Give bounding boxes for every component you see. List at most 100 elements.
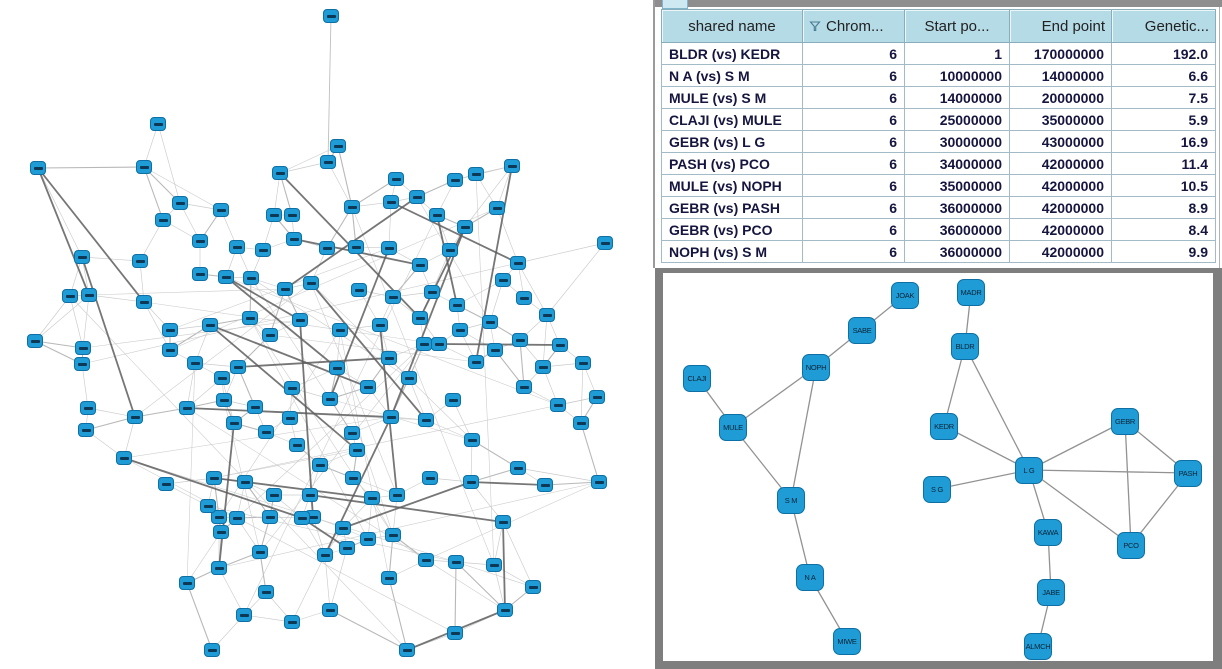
table-row[interactable]: CLAJI (vs) MULE 6 25000000 35000000 5.9 — [661, 108, 1216, 131]
subnetwork-node[interactable]: GEBR — [1111, 407, 1139, 435]
network-edge[interactable] — [169, 207, 498, 351]
network-edge[interactable] — [790, 366, 817, 501]
network-edge[interactable] — [143, 301, 171, 351]
table-cell[interactable]: 170000000 — [1009, 42, 1112, 65]
table-cell[interactable]: 6 — [802, 218, 905, 241]
network-node[interactable] — [424, 285, 440, 299]
network-edge[interactable] — [519, 339, 525, 388]
network-node[interactable] — [418, 413, 434, 427]
network-node[interactable] — [277, 282, 293, 296]
network-node[interactable] — [62, 289, 78, 303]
table-cell[interactable]: 42000000 — [1009, 174, 1112, 197]
network-node[interactable] — [409, 190, 425, 204]
network-node[interactable] — [323, 9, 339, 23]
network-node[interactable] — [158, 477, 174, 491]
network-node[interactable] — [486, 558, 502, 572]
network-edge[interactable] — [310, 282, 398, 496]
subnetwork-node[interactable]: PCO — [1117, 531, 1145, 559]
table-cell[interactable]: 36000000 — [904, 218, 1010, 241]
network-node[interactable] — [449, 298, 465, 312]
network-edge[interactable] — [329, 609, 408, 651]
network-node[interactable] — [539, 308, 555, 322]
network-node[interactable] — [489, 201, 505, 215]
table-cell[interactable]: GEBR (vs) L G — [661, 130, 803, 153]
network-node[interactable] — [504, 159, 520, 173]
network-node[interactable] — [510, 256, 526, 270]
network-edge[interactable] — [388, 577, 408, 651]
network-node[interactable] — [495, 273, 511, 287]
network-edge[interactable] — [34, 295, 71, 342]
network-node[interactable] — [510, 461, 526, 475]
network-edge[interactable] — [34, 294, 90, 342]
network-edge[interactable] — [85, 416, 136, 431]
network-edge[interactable] — [82, 319, 301, 349]
table-row[interactable]: MULE (vs) S M 6 14000000 20000000 7.5 — [661, 86, 1216, 109]
network-node[interactable] — [255, 243, 271, 257]
network-node[interactable] — [237, 475, 253, 489]
network-node[interactable] — [412, 311, 428, 325]
network-edge[interactable] — [454, 561, 457, 634]
network-node[interactable] — [74, 250, 90, 264]
network-node[interactable] — [422, 471, 438, 485]
network-edge[interactable] — [213, 396, 598, 479]
network-node[interactable] — [78, 423, 94, 437]
network-node[interactable] — [320, 155, 336, 169]
network-node[interactable] — [258, 585, 274, 599]
table-cell[interactable]: 6 — [802, 174, 905, 197]
network-node[interactable] — [236, 608, 252, 622]
table-cell[interactable]: 1 — [904, 42, 1010, 65]
network-node[interactable] — [330, 139, 346, 153]
network-edge[interactable] — [455, 561, 506, 611]
network-node[interactable] — [211, 510, 227, 524]
network-edge[interactable] — [327, 161, 353, 208]
network-node[interactable] — [230, 360, 246, 374]
subnetwork-node[interactable]: ALMCH — [1024, 632, 1052, 660]
network-node[interactable] — [332, 323, 348, 337]
network-edge[interactable] — [186, 362, 196, 584]
network-node[interactable] — [495, 515, 511, 529]
network-edge[interactable] — [123, 457, 456, 634]
network-edge[interactable] — [218, 481, 600, 569]
network-node[interactable] — [482, 315, 498, 329]
network-node[interactable] — [252, 545, 268, 559]
network-edge[interactable] — [936, 469, 1030, 490]
network-node[interactable] — [389, 488, 405, 502]
table-row[interactable]: GEBR (vs) PASH 6 36000000 42000000 8.9 — [661, 196, 1216, 219]
network-node[interactable] — [150, 117, 166, 131]
network-node[interactable] — [339, 541, 355, 555]
network-node[interactable] — [136, 160, 152, 174]
network-node[interactable] — [448, 555, 464, 569]
subnetwork-node[interactable]: JOAK — [891, 281, 919, 309]
network-node[interactable] — [289, 438, 305, 452]
network-node[interactable] — [116, 451, 132, 465]
network-edge[interactable] — [580, 362, 584, 424]
network-edge[interactable] — [209, 324, 358, 451]
network-node[interactable] — [487, 343, 503, 357]
network-edge[interactable] — [1028, 469, 1189, 474]
network-node[interactable] — [348, 240, 364, 254]
network-edge[interactable] — [225, 276, 301, 321]
network-node[interactable] — [381, 351, 397, 365]
network-node[interactable] — [213, 525, 229, 539]
table-cell[interactable]: N A (vs) S M — [661, 64, 803, 87]
network-edge[interactable] — [269, 288, 286, 336]
table-cell[interactable]: 6 — [802, 240, 905, 263]
network-node[interactable] — [30, 161, 46, 175]
network-edge[interactable] — [342, 481, 472, 529]
network-edge[interactable] — [390, 226, 466, 418]
table-cell[interactable]: 35000000 — [1009, 108, 1112, 131]
table-cell[interactable]: 35000000 — [904, 174, 1010, 197]
network-edge[interactable] — [269, 334, 477, 363]
subnetwork-canvas[interactable]: JOAK SABE NOPH CLAJI MULE S M N A MIWE MADR BLDR K… — [663, 273, 1213, 661]
network-node[interactable] — [383, 195, 399, 209]
network-edge[interactable] — [502, 521, 506, 611]
network-node[interactable] — [381, 571, 397, 585]
network-node[interactable] — [136, 295, 152, 309]
subnetwork-node[interactable]: BLDR — [951, 332, 979, 360]
network-edge[interactable] — [493, 564, 506, 611]
network-node[interactable] — [272, 166, 288, 180]
table-cell[interactable]: 16.9 — [1111, 130, 1216, 153]
table-cell[interactable]: 6 — [802, 196, 905, 219]
network-node[interactable] — [202, 318, 218, 332]
subnetwork-node[interactable]: L G — [1015, 456, 1043, 484]
